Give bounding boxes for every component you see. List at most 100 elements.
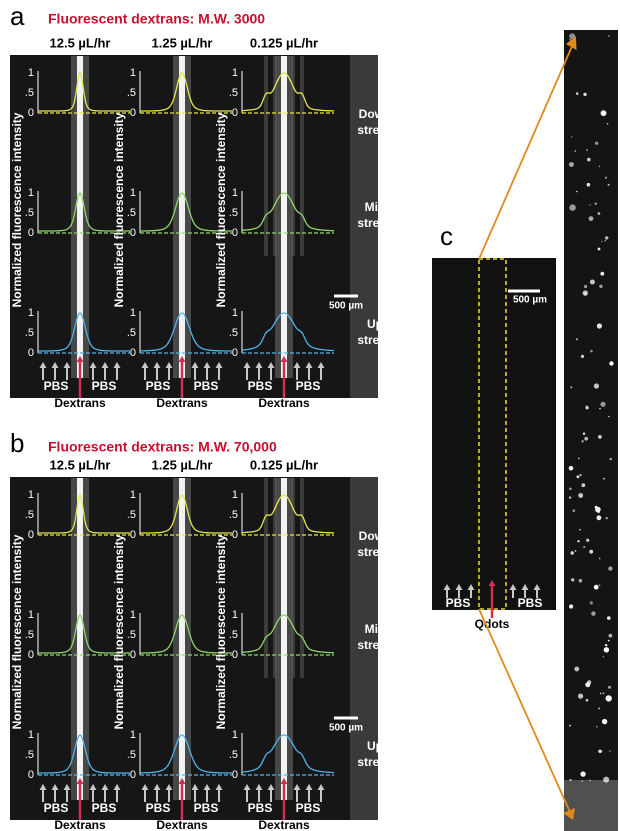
qdot (586, 149, 588, 151)
inlet-label: Dextrans (54, 396, 106, 410)
qdot (586, 699, 589, 702)
qdot (607, 616, 611, 620)
channel (77, 478, 83, 800)
profile-tick-label: .5 (127, 327, 136, 339)
qdot (579, 579, 583, 583)
profile-tick-label: 1 (130, 187, 136, 199)
profile-tick-label: 1 (28, 489, 34, 501)
profile-tick-label: 0 (232, 227, 238, 239)
qdot (576, 338, 578, 340)
qdot (608, 416, 610, 418)
qdot (576, 92, 579, 95)
region-label: stream (357, 123, 396, 137)
qdot (586, 539, 589, 542)
qdot (571, 136, 572, 137)
profile-tick-label: .5 (229, 509, 238, 521)
profile-tick-label: 0 (130, 107, 136, 119)
qdot (584, 437, 588, 441)
qdot (577, 540, 579, 542)
panel-title: Fluorescent dextrans: M.W. 3000 (48, 11, 265, 27)
profile-tick-label: 0 (28, 347, 34, 359)
profile-tick-label: 1 (28, 307, 34, 319)
qdot (599, 408, 600, 409)
panel-title: Fluorescent dextrans: M.W. 70,000 (48, 439, 277, 455)
qdot (569, 204, 575, 210)
profile-tick-label: 0 (232, 769, 238, 781)
profile-tick-label: .5 (127, 749, 136, 761)
qdot (590, 280, 595, 285)
profile-tick-label: 1 (232, 307, 238, 319)
panel-label: b (10, 428, 24, 458)
qdot (605, 240, 607, 242)
zoom-strip (564, 30, 618, 831)
flow-rate: 12.5 µL/hr (50, 35, 111, 50)
profile-tick-label: 0 (232, 529, 238, 541)
profile-tick-label: .5 (229, 207, 238, 219)
qdot (598, 435, 602, 439)
qdot (575, 550, 577, 552)
y-axis-label: Normalized fluorescence intensity (214, 112, 228, 307)
profile-tick-label: 1 (232, 729, 238, 741)
profile-tick-label: .5 (229, 327, 238, 339)
profile-tick-label: .5 (127, 629, 136, 641)
profile-tick-label: .5 (25, 629, 34, 641)
profile-tick-label: 1 (28, 729, 34, 741)
inlet-label: PBS (296, 379, 321, 393)
qdot (603, 478, 605, 480)
qdot (608, 686, 611, 689)
qdot (580, 771, 585, 776)
inlet-label: PBS (146, 801, 171, 815)
qdot (569, 39, 571, 41)
profile-tick-label: 0 (130, 529, 136, 541)
profile-tick-label: 1 (28, 67, 34, 79)
inlet-label: PBS (518, 596, 543, 610)
qdot (608, 184, 610, 186)
y-axis-label: Normalized fluorescence intensity (112, 534, 126, 729)
qdot (606, 695, 612, 701)
inlet-label: PBS (44, 801, 69, 815)
flow-rate: 1.25 µL/hr (152, 457, 213, 472)
qdot (605, 177, 607, 179)
qdot (598, 708, 600, 710)
qdot (579, 529, 581, 531)
profile-tick-label: 0 (28, 227, 34, 239)
qdot (600, 402, 605, 407)
profile-tick-label: 1 (130, 489, 136, 501)
profile-tick-label: 1 (130, 67, 136, 79)
region-label: Mid- (365, 622, 390, 636)
region-label: stream (357, 545, 396, 559)
profile-tick-label: 0 (28, 649, 34, 661)
qdot (578, 493, 583, 498)
qdot (578, 694, 583, 699)
side-stream (264, 478, 268, 678)
qdot (597, 515, 602, 520)
qdot (596, 726, 598, 728)
qdot (581, 483, 585, 487)
flow-rate: 0.125 µL/hr (250, 457, 318, 472)
qdot (603, 777, 609, 783)
profile-tick-label: 0 (28, 529, 34, 541)
qdot (576, 191, 578, 193)
profile-tick-label: .5 (25, 327, 34, 339)
inlet-label: Dextrans (156, 396, 208, 410)
qdot (600, 693, 602, 695)
qdot (609, 361, 613, 365)
y-axis-label: Normalized fluorescence intensity (214, 534, 228, 729)
qdot (579, 474, 581, 476)
qdot (599, 558, 601, 560)
qdot (594, 585, 599, 590)
channel (281, 478, 287, 800)
scale-bar-label: 500 µm (329, 723, 363, 734)
qdot (585, 682, 590, 687)
inlet-label: Qdots (475, 617, 510, 631)
qdot (598, 212, 601, 215)
scale-bar-label: 500 µm (513, 295, 547, 306)
inlet-label: PBS (146, 379, 171, 393)
qdot (584, 292, 586, 294)
qdot (570, 386, 572, 388)
qdot (583, 93, 586, 96)
profile-tick-label: 0 (232, 649, 238, 661)
profile-tick-label: 0 (232, 107, 238, 119)
qdot (581, 440, 583, 442)
qdot (595, 142, 598, 145)
